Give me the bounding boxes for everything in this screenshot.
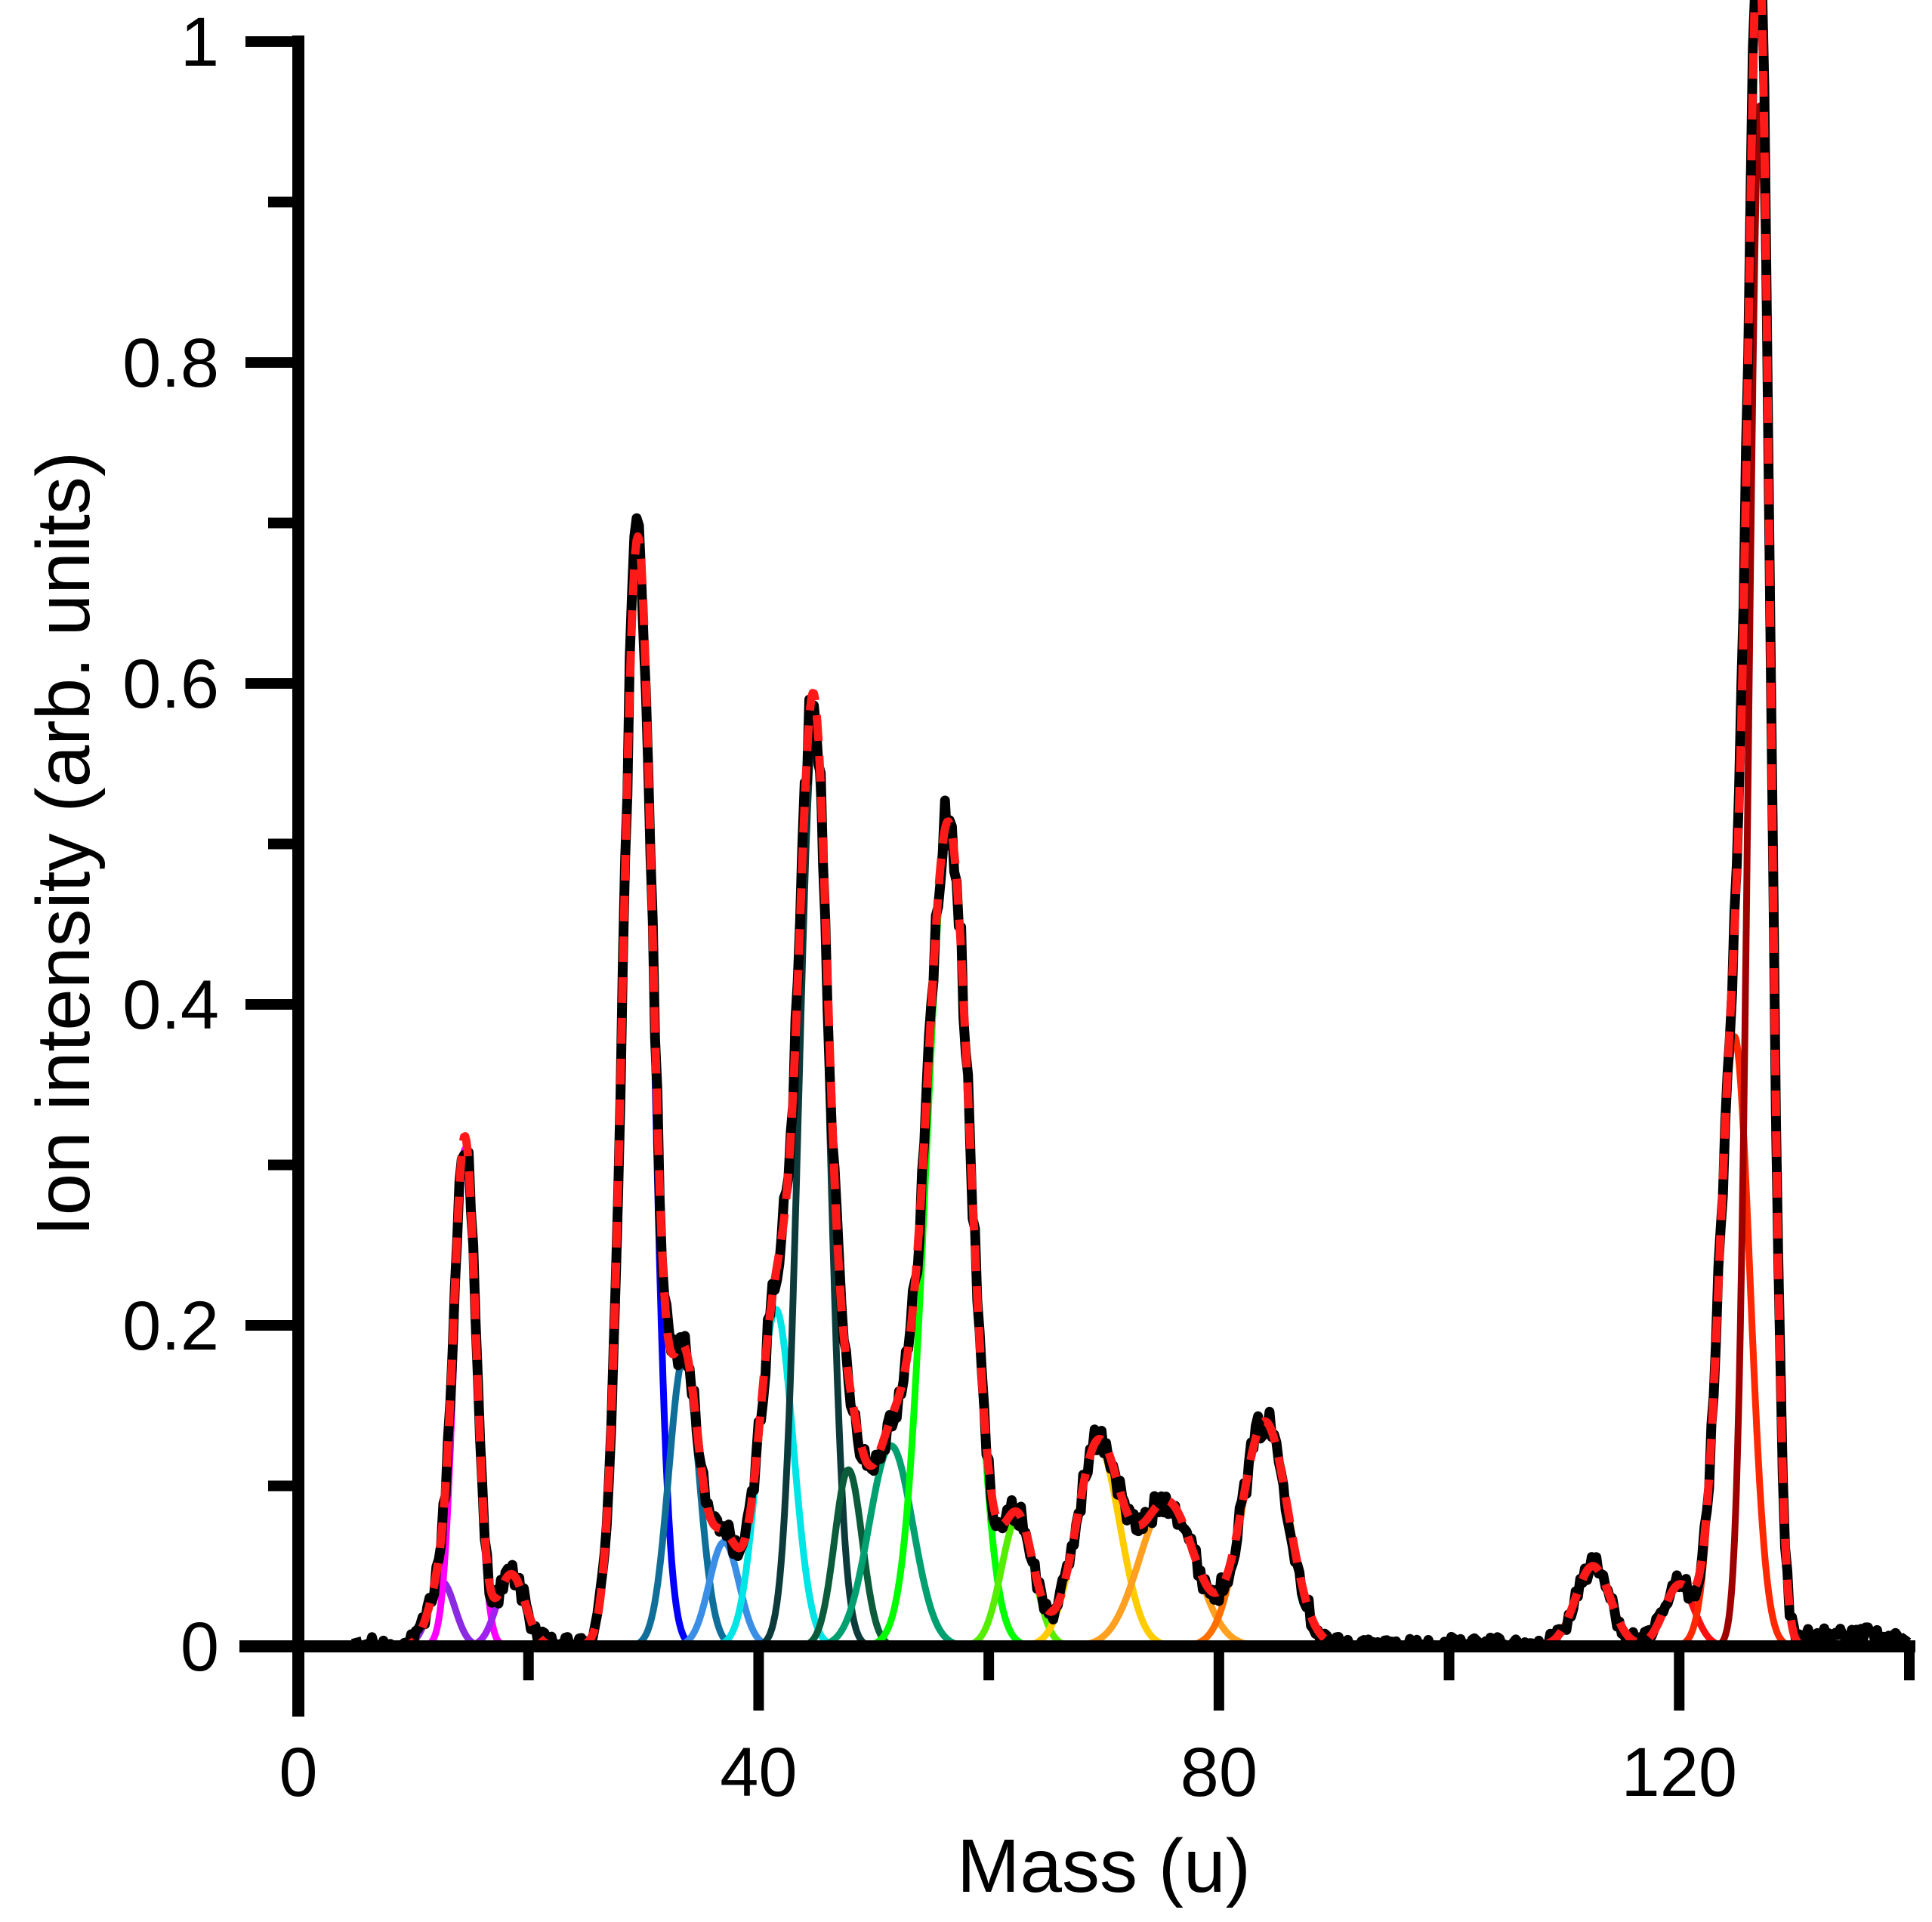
axis-ticks: 0 0.2 0.4 0.6 0.8 1 0 40 80 120 [122, 4, 1915, 1811]
x-tick-label: 0 [279, 1734, 317, 1811]
fit-peak [618, 1354, 749, 1650]
y-tick-label: 0.8 [122, 325, 219, 402]
y-tick-label: 1 [181, 4, 219, 81]
y-tick-label: 0 [181, 1609, 219, 1686]
fit-component-peaks [386, 102, 1808, 1650]
y-tick-label: 0.4 [122, 967, 219, 1044]
fit-peak [700, 1306, 851, 1650]
fit-peak [1165, 1418, 1365, 1650]
total-fit-line [387, 0, 1809, 1651]
x-tick-label: 80 [1180, 1734, 1258, 1811]
x-axis-title: Mass (u) [957, 1824, 1251, 1908]
measured-spectrum-line [350, 0, 1912, 1652]
x-tick-label: 40 [720, 1734, 797, 1811]
y-axis-title: Ion intensity (arb. units) [21, 452, 106, 1236]
axes [239, 35, 1915, 1717]
fit-peak [1711, 102, 1808, 1650]
fit-peak [572, 535, 704, 1650]
fit-peak [1048, 1498, 1286, 1650]
fit-peak [1003, 1442, 1193, 1650]
y-tick-label: 0.6 [122, 646, 219, 723]
x-tick-label: 120 [1622, 1734, 1738, 1811]
y-tick-label: 0.2 [122, 1288, 219, 1365]
